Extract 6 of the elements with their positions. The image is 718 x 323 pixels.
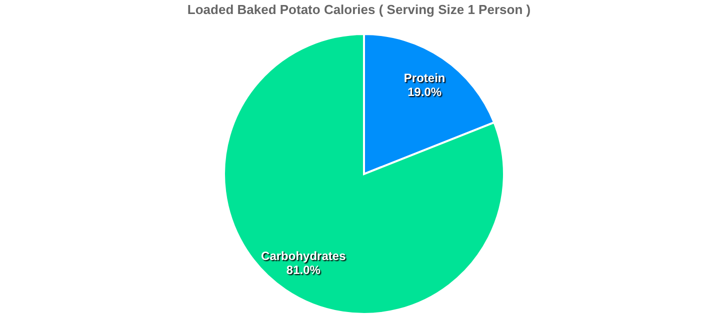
data-label: 19.0% [408, 84, 442, 99]
pie-slice [223, 33, 505, 315]
slice-label: Protein [404, 70, 446, 85]
chart-title: Loaded Baked Potato Calories ( Serving Size 1 Person ) [186, 2, 532, 17]
data-label: 81.0% [286, 263, 321, 278]
slice-label: Carbohydrates [261, 249, 346, 264]
